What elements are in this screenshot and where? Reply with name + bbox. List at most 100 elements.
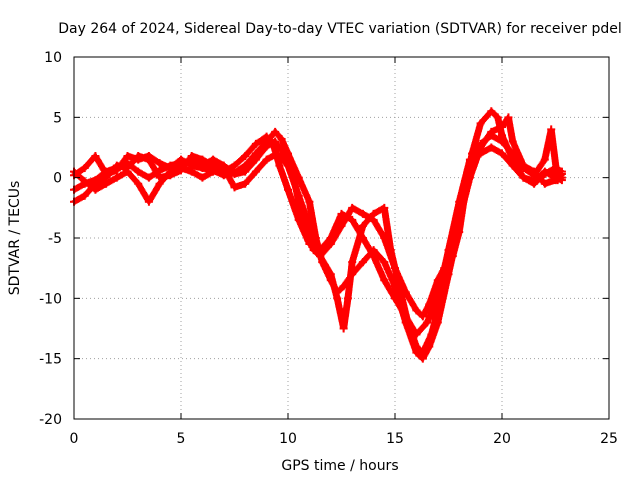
- data-point: [348, 215, 357, 224]
- y-tick-label: -10: [39, 291, 62, 307]
- data-point: [198, 173, 207, 182]
- data-point: [551, 173, 560, 182]
- x-tick-label: 0: [70, 431, 79, 447]
- data-point: [412, 306, 421, 315]
- data-point: [269, 139, 278, 148]
- data-point: [134, 151, 143, 160]
- data-point: [187, 167, 196, 176]
- data-point: [102, 173, 111, 182]
- data-point: [391, 294, 399, 303]
- data-point: [326, 234, 335, 242]
- data-point: [337, 209, 346, 218]
- axis-ticks: 0 5 10 15 20 25 -20 -15 -10 -5 0 5 10: [39, 50, 618, 447]
- data-point: [294, 191, 303, 200]
- series-track-d: [70, 132, 566, 339]
- data-point: [395, 282, 404, 291]
- data-point: [540, 167, 549, 176]
- data-point: [380, 258, 389, 267]
- data-point: [134, 167, 143, 176]
- y-tick-label: 10: [44, 50, 62, 66]
- data-point: [476, 119, 485, 128]
- data-point: [547, 125, 556, 134]
- data-point: [557, 176, 566, 185]
- data-point: [80, 191, 89, 200]
- data-point: [91, 179, 100, 188]
- data-point: [230, 183, 239, 192]
- data-point: [294, 215, 303, 224]
- data-point: [348, 258, 357, 267]
- data-point: [241, 151, 250, 160]
- data-point: [275, 161, 284, 170]
- data-point: [284, 161, 292, 170]
- data-point: [540, 155, 549, 164]
- x-tick-label: 25: [600, 431, 618, 447]
- data-point: [251, 139, 260, 148]
- data-point: [418, 312, 427, 321]
- x-tick-label: 20: [493, 431, 511, 447]
- data-point: [487, 143, 496, 152]
- data-point: [251, 155, 260, 164]
- data-point: [326, 270, 335, 279]
- data-point: [271, 127, 280, 136]
- y-tick-label: 0: [53, 171, 62, 187]
- x-axis-label: GPS time / hours: [281, 458, 398, 474]
- data-point: [187, 151, 196, 160]
- data-point: [343, 294, 352, 303]
- data-point: [401, 312, 410, 321]
- x-tick-label: 15: [386, 431, 404, 447]
- data-point: [427, 330, 436, 339]
- data-points: [70, 107, 566, 363]
- data-point: [251, 167, 260, 176]
- data-point: [305, 197, 314, 206]
- data-point: [369, 252, 378, 261]
- data-point: [540, 179, 549, 188]
- data-point: [316, 246, 325, 255]
- data-point: [305, 221, 314, 230]
- data-point: [262, 155, 271, 164]
- data-point: [144, 155, 153, 164]
- data-point: [444, 246, 453, 255]
- y-tick-label: -15: [39, 352, 62, 368]
- data-point: [277, 135, 286, 144]
- data-point: [358, 234, 367, 242]
- data-point: [230, 170, 239, 179]
- data-point: [177, 166, 185, 175]
- y-tick-label: -20: [39, 412, 62, 428]
- data-point: [80, 164, 89, 173]
- data-point: [418, 348, 427, 357]
- data-point: [358, 258, 367, 267]
- data-point: [241, 179, 250, 188]
- y-tick-label: -5: [48, 231, 62, 247]
- data-point: [91, 151, 100, 160]
- data-point: [262, 132, 271, 141]
- data-point: [498, 122, 506, 131]
- data-point: [369, 209, 378, 218]
- chart-title: Day 264 of 2024, Sidereal Day-to-day VTE…: [58, 21, 622, 37]
- data-point: [498, 137, 506, 146]
- data-point: [476, 149, 485, 158]
- data-point: [487, 107, 496, 116]
- data-point: [519, 161, 528, 170]
- data-point: [339, 324, 348, 333]
- data-point: [155, 173, 164, 182]
- data-point: [423, 318, 432, 327]
- data-point: [519, 173, 528, 182]
- data-point: [530, 177, 539, 186]
- data-point: [498, 149, 506, 158]
- data-point: [412, 330, 421, 339]
- data-point: [166, 171, 175, 180]
- data-point: [284, 185, 292, 194]
- data-point: [530, 167, 539, 176]
- data-point: [508, 161, 517, 170]
- data-point: [465, 155, 474, 164]
- data-point: [487, 127, 496, 136]
- x-tick-label: 10: [279, 431, 297, 447]
- data-point: [455, 197, 464, 206]
- data-point: [144, 173, 153, 182]
- data-point: [209, 161, 218, 170]
- data-point: [380, 203, 389, 212]
- data-point: [112, 173, 121, 182]
- data-point: [144, 197, 153, 206]
